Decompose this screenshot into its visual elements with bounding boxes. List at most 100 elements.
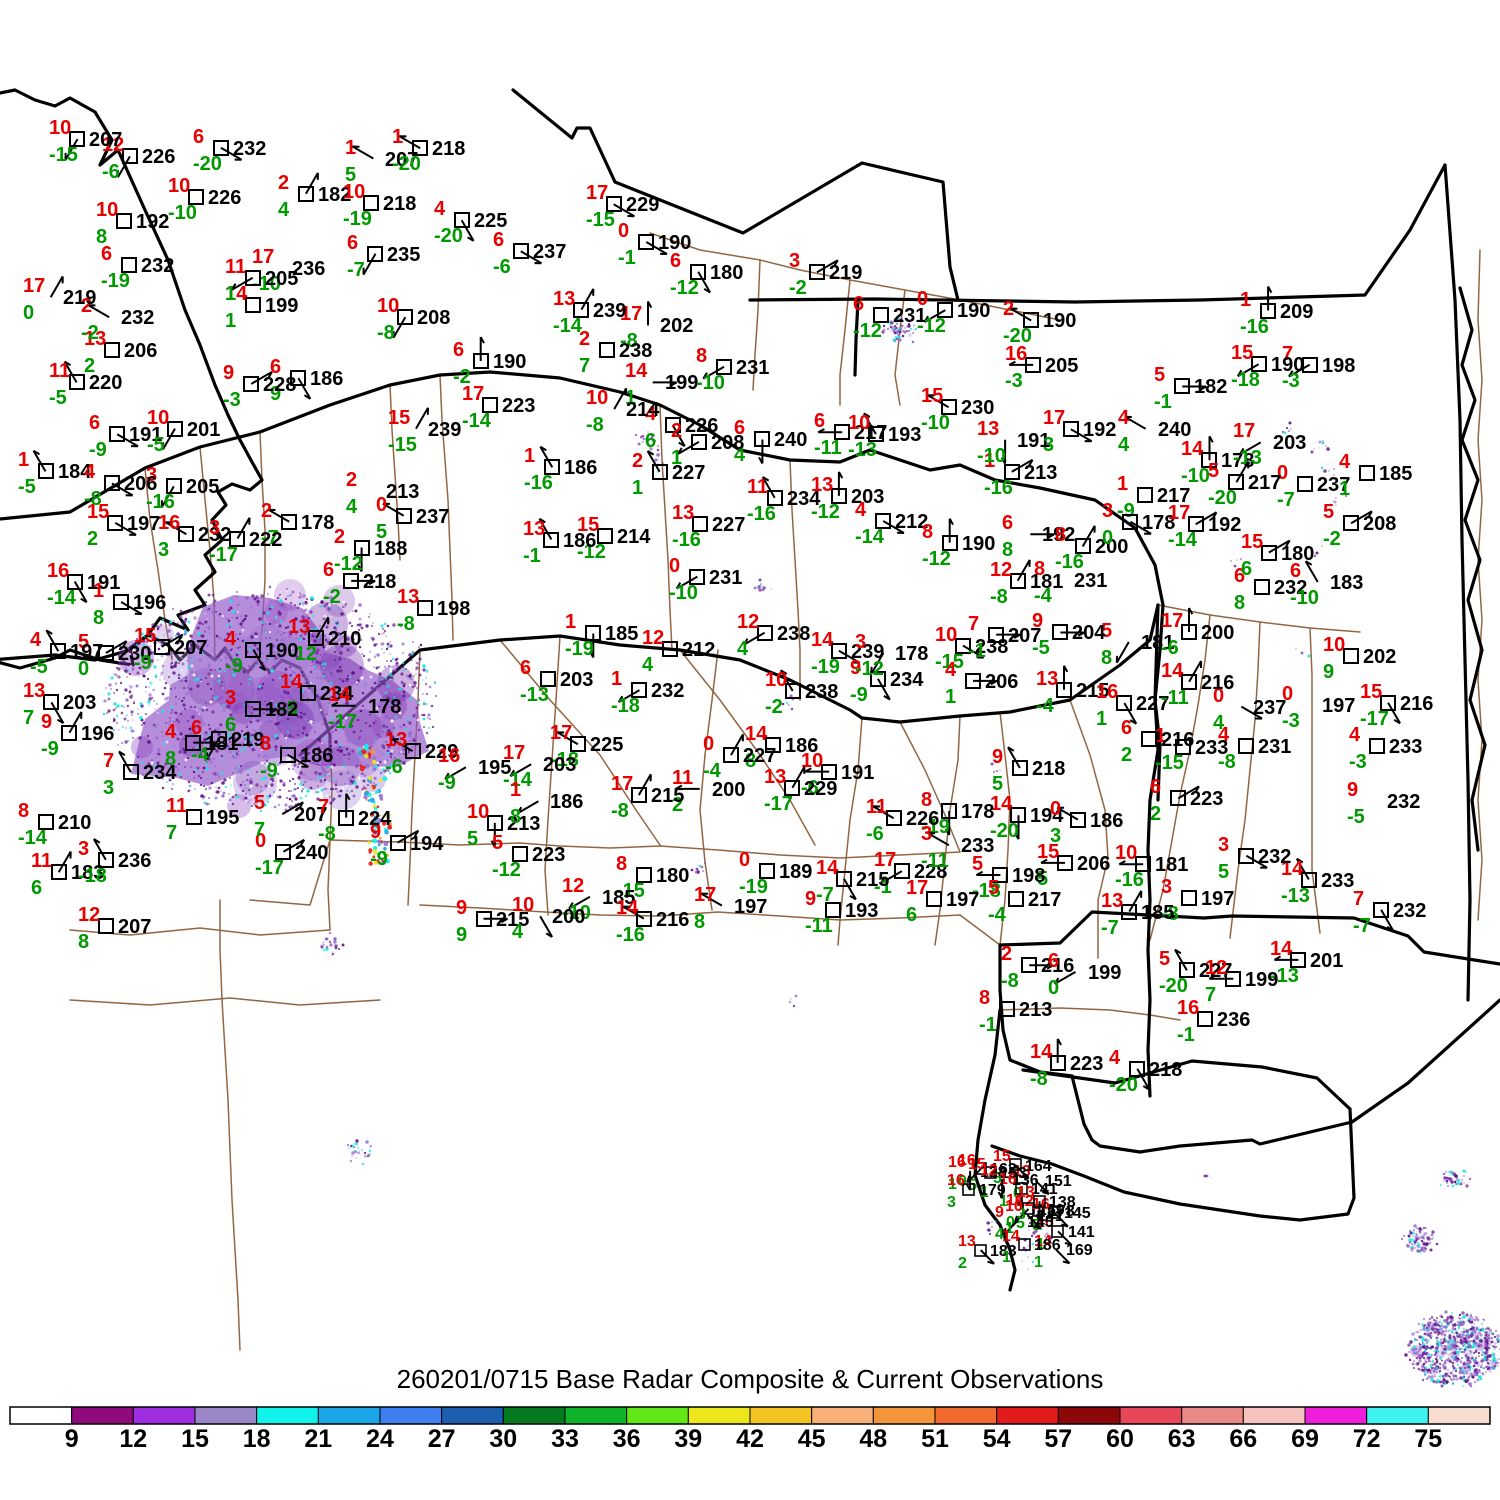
svg-text:-10: -10 (1290, 587, 1319, 609)
svg-text:178: 178 (301, 512, 334, 534)
svg-text:-18: -18 (1231, 369, 1260, 391)
svg-text:213: 213 (1019, 999, 1052, 1021)
svg-text:-17: -17 (209, 544, 238, 566)
svg-text:198: 198 (1322, 355, 1355, 377)
svg-text:-11: -11 (814, 437, 842, 459)
svg-text:8: 8 (93, 607, 104, 629)
svg-text:207: 207 (174, 637, 207, 659)
svg-text:5: 5 (1218, 861, 1229, 883)
svg-text:-16: -16 (616, 924, 645, 946)
svg-text:2: 2 (261, 500, 272, 522)
svg-text:75: 75 (1414, 1425, 1442, 1453)
svg-text:1: 1 (1240, 289, 1251, 311)
svg-text:8: 8 (696, 345, 707, 367)
svg-text:-15: -15 (586, 209, 615, 231)
svg-text:0: 0 (703, 733, 714, 755)
svg-text:9: 9 (805, 888, 816, 910)
svg-text:17: 17 (874, 849, 896, 871)
svg-text:-14: -14 (855, 526, 885, 548)
svg-text:10: 10 (1005, 1198, 1023, 1215)
svg-text:-12: -12 (334, 553, 363, 575)
svg-text:-9: -9 (225, 655, 243, 677)
svg-text:4: 4 (512, 921, 524, 943)
svg-text:39: 39 (674, 1425, 702, 1453)
svg-text:17: 17 (611, 773, 633, 795)
svg-text:4: 4 (30, 629, 42, 651)
svg-text:48: 48 (859, 1425, 887, 1453)
svg-text:14: 14 (1270, 938, 1293, 960)
svg-text:7: 7 (1353, 888, 1364, 910)
svg-text:8: 8 (18, 800, 29, 822)
svg-text:199: 199 (1245, 969, 1278, 991)
svg-text:-8: -8 (1030, 1068, 1048, 1090)
svg-text:240: 240 (1158, 419, 1191, 441)
svg-text:6: 6 (1048, 950, 1059, 972)
svg-text:-3: -3 (223, 389, 241, 411)
svg-text:1: 1 (945, 686, 956, 708)
svg-text:5: 5 (467, 828, 478, 850)
svg-text:10: 10 (467, 801, 489, 823)
svg-text:208: 208 (711, 432, 744, 454)
svg-text:227: 227 (672, 462, 705, 484)
svg-text:219: 219 (63, 287, 96, 309)
svg-text:-19: -19 (101, 270, 130, 292)
svg-text:4: 4 (84, 461, 96, 483)
svg-text:237: 237 (533, 241, 566, 263)
svg-text:-15: -15 (49, 144, 78, 166)
svg-text:206: 206 (124, 340, 157, 362)
svg-text:14: 14 (745, 723, 768, 745)
svg-text:190: 190 (1271, 354, 1304, 376)
svg-text:17: 17 (1161, 610, 1183, 632)
svg-text:234: 234 (787, 488, 821, 510)
svg-text:-9: -9 (370, 848, 388, 870)
svg-text:-5: -5 (147, 434, 165, 456)
svg-text:216: 216 (1400, 693, 1433, 715)
svg-text:238: 238 (805, 681, 838, 703)
svg-text:1: 1 (1117, 473, 1128, 495)
svg-text:190: 190 (962, 533, 995, 555)
svg-text:196: 196 (133, 592, 166, 614)
svg-text:-16: -16 (1055, 551, 1084, 573)
svg-text:200: 200 (1201, 622, 1234, 644)
svg-text:-20: -20 (1109, 1074, 1138, 1096)
svg-text:-10: -10 (921, 412, 950, 434)
svg-text:-15: -15 (1155, 752, 1184, 774)
svg-text:227: 227 (712, 514, 745, 536)
svg-text:-16: -16 (1115, 869, 1144, 891)
svg-text:12: 12 (78, 904, 100, 926)
svg-text:11: 11 (866, 796, 887, 818)
svg-text:-2: -2 (323, 586, 341, 608)
svg-text:2: 2 (278, 172, 289, 194)
svg-text:222: 222 (249, 529, 282, 551)
svg-text:-10: -10 (1181, 465, 1210, 487)
svg-text:14: 14 (280, 671, 303, 693)
svg-text:17: 17 (550, 722, 572, 744)
svg-text:218: 218 (1149, 1059, 1182, 1081)
svg-text:7: 7 (254, 819, 265, 841)
svg-text:-6: -6 (866, 823, 884, 845)
svg-text:0: 0 (1102, 527, 1113, 549)
svg-text:17: 17 (586, 182, 608, 204)
svg-text:8: 8 (1055, 524, 1066, 546)
svg-text:1: 1 (524, 445, 535, 467)
svg-text:-20: -20 (434, 225, 463, 247)
svg-text:12: 12 (990, 559, 1012, 581)
svg-text:199: 199 (665, 372, 698, 394)
svg-text:233: 233 (1195, 737, 1228, 759)
svg-text:-11: -11 (1161, 687, 1189, 709)
svg-text:13: 13 (977, 418, 999, 440)
svg-text:186: 186 (563, 530, 596, 552)
svg-text:5: 5 (1208, 460, 1219, 482)
svg-text:-17: -17 (255, 857, 284, 879)
svg-text:190: 190 (957, 300, 990, 322)
svg-text:213: 213 (1024, 462, 1057, 484)
svg-text:12: 12 (737, 611, 759, 633)
svg-text:239: 239 (428, 419, 461, 441)
svg-text:16: 16 (158, 512, 180, 534)
svg-text:9: 9 (1032, 610, 1043, 632)
svg-text:5: 5 (992, 773, 1003, 795)
svg-text:-14: -14 (18, 827, 48, 849)
svg-text:-5: -5 (18, 476, 36, 498)
svg-text:6: 6 (347, 232, 358, 254)
svg-text:11: 11 (747, 476, 768, 498)
